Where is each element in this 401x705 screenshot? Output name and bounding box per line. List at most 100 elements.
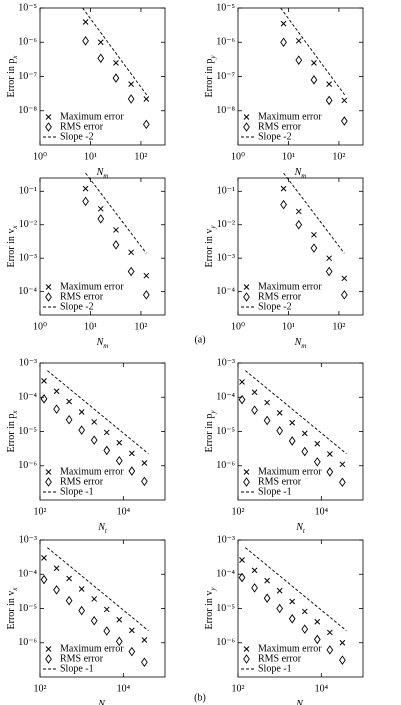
y-tick-label: 10⁻⁴ <box>216 569 235 580</box>
legend-label: Maximum error <box>258 466 322 477</box>
y-tick-label: 10⁻⁷ <box>216 71 235 82</box>
marker-diamond <box>128 466 136 476</box>
x-tick-label: 10⁰ <box>231 151 245 162</box>
legend-label: RMS error <box>60 291 104 302</box>
y-axis-label: Error in py <box>204 410 216 453</box>
x-axis-label-sub: m <box>301 172 306 180</box>
x-axis-label-sub: m <box>301 342 306 350</box>
y-axis-label: Error in vx <box>6 587 18 630</box>
marker-x <box>116 616 123 623</box>
legend-label: Maximum error <box>258 281 322 292</box>
y-tick-label: 10⁻⁴ <box>18 392 37 403</box>
marker-diamond <box>313 634 321 645</box>
y-axis-label-text: Error in p <box>204 59 215 98</box>
slope-line <box>47 370 149 455</box>
marker-diamond <box>141 476 148 487</box>
y-tick-label: 10⁻¹ <box>217 186 235 197</box>
x-tick-label: 10⁰ <box>231 321 245 332</box>
y-axis-label: Error in py <box>204 55 216 98</box>
marker-diamond <box>141 657 148 668</box>
y-axis-label-text: Error in p <box>204 414 215 453</box>
marker-diamond <box>295 55 303 65</box>
marker-diamond <box>40 394 48 404</box>
marker-x <box>341 97 348 104</box>
x-axis-label-sub: t <box>105 704 108 705</box>
marker-diamond <box>127 94 135 104</box>
marker-diamond <box>142 290 150 300</box>
y-tick-label: 10⁻⁶ <box>216 637 235 648</box>
marker-x <box>341 275 348 282</box>
marker-x <box>113 227 119 233</box>
marker-diamond <box>340 116 348 126</box>
legend-label: Slope -2 <box>60 131 94 142</box>
marker-x <box>276 587 283 594</box>
plot-frame <box>39 177 166 316</box>
marker-diamond <box>276 603 284 614</box>
y-tick-label: 10⁻³ <box>217 357 235 368</box>
marker-diamond <box>313 457 321 467</box>
marker-x <box>301 608 308 615</box>
marker-x <box>128 450 135 457</box>
marker-diamond <box>339 477 346 488</box>
legend-marker <box>243 292 250 302</box>
y-axis-label-text: Error in v <box>204 229 215 268</box>
slope-line <box>245 547 347 632</box>
marker-x <box>289 419 296 426</box>
marker-diamond <box>115 455 123 466</box>
x-tick-label: 10² <box>134 321 147 332</box>
legend-label: Slope -1 <box>258 663 292 674</box>
x-axis-label-sub: t <box>303 527 306 535</box>
x-axis-label: Nt <box>97 699 108 705</box>
legend-label: RMS error <box>258 121 302 132</box>
marker-x <box>264 399 270 406</box>
x-tick-label: 10² <box>134 151 147 162</box>
marker-x <box>143 272 150 279</box>
marker-diamond <box>238 394 246 405</box>
marker-x <box>91 596 98 602</box>
slope-line <box>82 7 148 96</box>
marker-x <box>141 460 148 466</box>
legend-marker <box>243 646 250 652</box>
y-tick-label: 10⁻⁵ <box>18 426 37 437</box>
x-axis-label: Nm <box>294 167 307 179</box>
slope-line <box>280 7 346 96</box>
y-tick-label: 10⁻⁶ <box>18 37 37 48</box>
marker-diamond <box>251 405 258 415</box>
x-axis-label-text: N <box>294 337 303 348</box>
marker-diamond <box>310 243 318 253</box>
marker-diamond <box>128 646 136 657</box>
legend-marker <box>243 469 250 475</box>
y-axis-label-sub: y <box>209 225 217 230</box>
x-tick-label: 10¹ <box>282 151 295 162</box>
marker-x <box>113 60 119 66</box>
x-tick-label: 10² <box>332 151 345 162</box>
caption: (b) <box>194 692 206 703</box>
y-axis-label-sub: x <box>11 225 19 230</box>
legend-label: Slope -2 <box>258 301 292 312</box>
y-tick-label: 10⁻⁵ <box>216 603 235 614</box>
legend-label: Slope -1 <box>60 663 94 674</box>
x-axis-label: Nm <box>96 337 109 349</box>
slope-line <box>85 172 147 254</box>
legend-label: Maximum error <box>258 643 322 654</box>
x-axis-label: Nt <box>295 699 306 705</box>
legend-marker <box>243 654 250 664</box>
x-axis-label: Nt <box>295 522 306 534</box>
marker-x <box>314 618 321 625</box>
plot-frame <box>237 177 364 316</box>
marker-x <box>128 81 134 87</box>
marker-x <box>289 598 296 605</box>
marker-x <box>339 461 346 468</box>
legend-marker <box>45 114 52 120</box>
y-tick-label: 10⁻⁵ <box>18 2 37 13</box>
x-tick-label: 10⁴ <box>117 683 131 694</box>
x-tick-label: 10² <box>34 683 47 694</box>
marker-diamond <box>238 572 246 583</box>
marker-diamond <box>280 37 287 48</box>
legend-marker <box>243 114 250 120</box>
marker-x <box>239 557 245 563</box>
y-tick-label: 10⁻⁶ <box>18 637 37 648</box>
marker-diamond <box>53 404 60 414</box>
legend-label: Maximum error <box>60 466 124 477</box>
